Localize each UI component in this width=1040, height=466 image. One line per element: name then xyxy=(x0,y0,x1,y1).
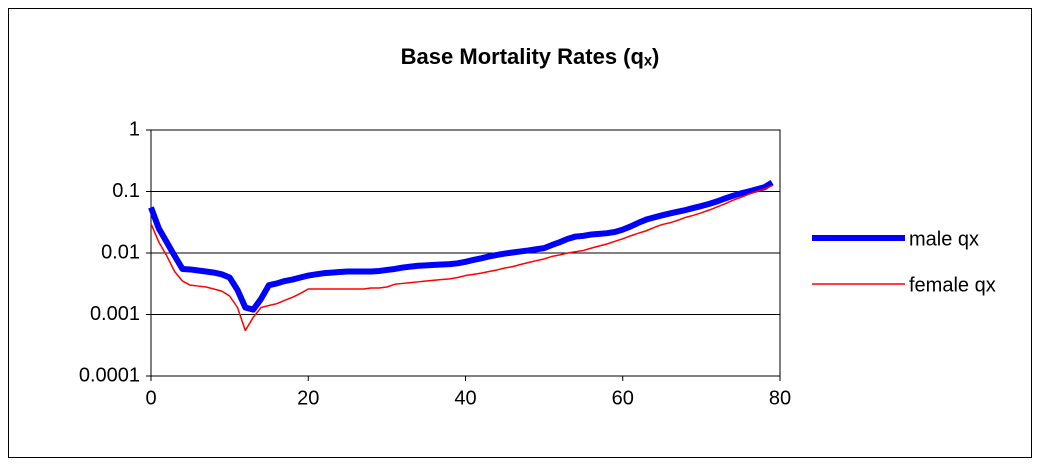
chart-title: Base Mortality Rates (qₓ) xyxy=(401,44,660,69)
series-line xyxy=(150,184,773,332)
y-tick-label: 0.0001 xyxy=(79,364,140,386)
y-tick-label: 0.001 xyxy=(90,303,140,325)
chart-border xyxy=(8,8,1032,458)
y-tick-label: 0.01 xyxy=(101,241,140,263)
x-tick-label: 0 xyxy=(145,387,156,409)
x-tick-label: 40 xyxy=(454,387,476,409)
legend-label: female qx xyxy=(909,274,996,296)
y-tick-label: 1 xyxy=(129,118,140,140)
y-tick-label: 0.1 xyxy=(112,180,140,202)
x-tick-label: 20 xyxy=(297,387,319,409)
x-tick-label: 80 xyxy=(769,387,791,409)
legend-label: male qx xyxy=(909,228,979,250)
x-tick-label: 60 xyxy=(612,387,634,409)
series-line xyxy=(148,179,774,313)
